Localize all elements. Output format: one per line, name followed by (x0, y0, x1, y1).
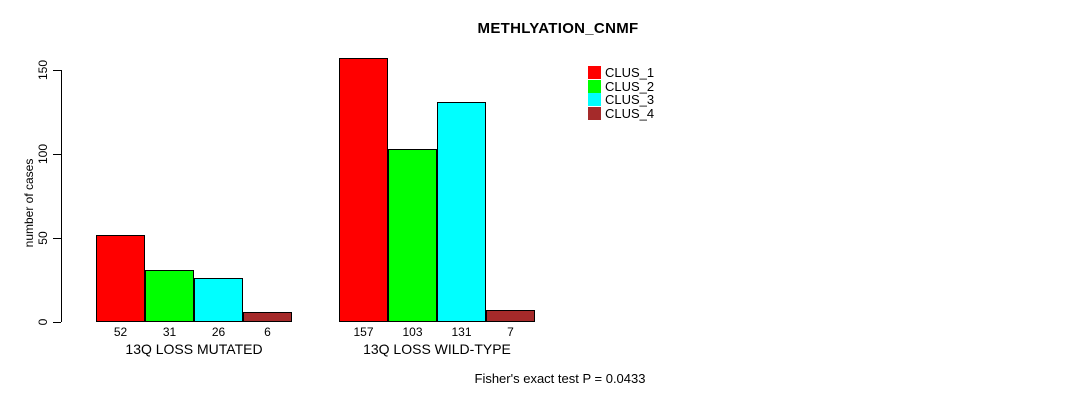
bar-clus_4-wild-type (486, 310, 535, 322)
legend-swatch-icon (588, 66, 601, 79)
y-tick-mark (53, 154, 61, 155)
y-tick-label: 50 (36, 231, 50, 245)
legend-swatch-icon (588, 80, 601, 93)
bar-clus_1-wild-type (339, 58, 388, 322)
bar-clus_4-mutated (243, 312, 292, 322)
legend-swatch-icon (588, 93, 601, 106)
y-tick-mark (53, 70, 61, 71)
y-tick-mark (53, 322, 61, 323)
bar-value-label: 26 (211, 325, 226, 339)
legend-label: CLUS_1 (605, 65, 655, 80)
bar-value-label: 31 (162, 325, 177, 339)
bar-value-label: 6 (264, 325, 271, 339)
bar-clus_3-wild-type (437, 102, 486, 322)
bar-clus_2-mutated (145, 270, 194, 322)
bar-clus_1-mutated (96, 235, 145, 322)
legend-label: CLUS_2 (605, 79, 655, 94)
y-tick-mark (53, 238, 61, 239)
fisher-test-annotation: Fisher's exact test P = 0.0433 (474, 371, 646, 386)
bar-value-label: 131 (451, 325, 472, 339)
bar-value-label: 7 (507, 325, 514, 339)
legend-swatch-icon (588, 107, 601, 120)
x-category-label: 13Q LOSS MUTATED (125, 341, 263, 357)
x-category-label: 13Q LOSS WILD-TYPE (363, 341, 511, 357)
y-tick-label: 150 (36, 59, 50, 81)
legend-label: CLUS_4 (605, 106, 655, 121)
bar-value-label: 103 (402, 325, 423, 339)
y-axis-line (61, 70, 62, 322)
y-tick-label: 0 (36, 318, 50, 326)
y-axis-title: number of cases (22, 158, 36, 248)
y-tick-label: 100 (36, 143, 50, 165)
bar-value-label: 52 (113, 325, 128, 339)
chart-title: METHLYATION_CNMF (477, 20, 639, 37)
bar-clus_2-wild-type (388, 149, 437, 322)
bar-clus_3-mutated (194, 278, 243, 322)
legend-label: CLUS_3 (605, 92, 655, 107)
bar-value-label: 157 (353, 325, 374, 339)
